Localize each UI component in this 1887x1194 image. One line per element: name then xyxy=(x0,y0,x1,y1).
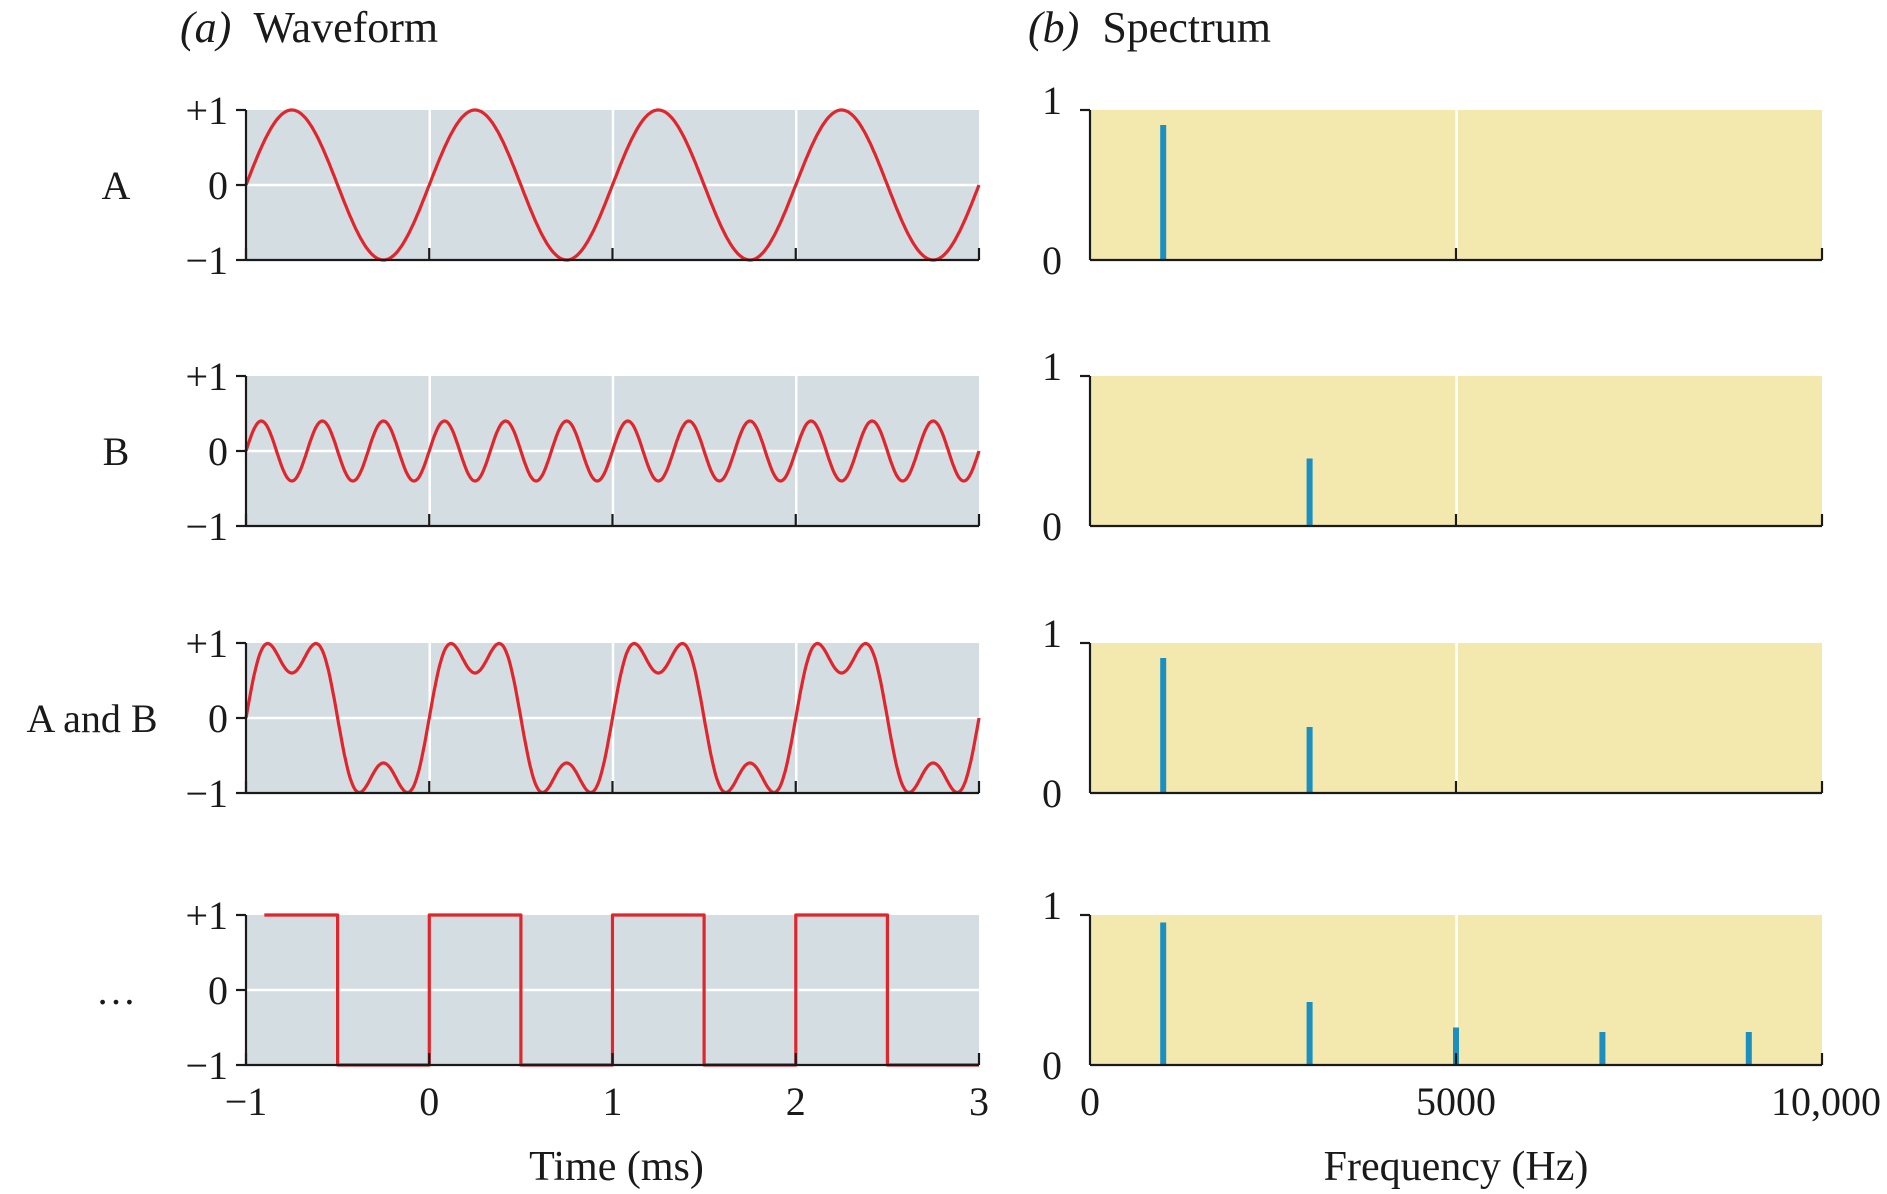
waveform-x-tick-label: 0 xyxy=(419,1079,439,1124)
waveform-x-tick-label: −1 xyxy=(225,1079,268,1124)
waveform-y-tick-label: 0 xyxy=(208,696,228,741)
waveform-y-tick-label: +1 xyxy=(185,621,228,666)
spectrum-y-tick-label: 0 xyxy=(1042,1043,1062,1088)
waveform-y-tick-label: 0 xyxy=(208,968,228,1013)
spectrum-y-tick-label: 0 xyxy=(1042,771,1062,816)
spectrum-y-tick-label: 0 xyxy=(1042,504,1062,549)
waveform-panel: −1 0 +1 A −1 0 +1 B −1 0 +1 A and B −1 0 +1 … −1 0 1 2 3 Time… xyxy=(26,88,989,1190)
waveform-line xyxy=(244,108,981,262)
waveform-row-label: A and B xyxy=(26,696,157,741)
waveform-x-tick-label: 1 xyxy=(603,1079,623,1124)
spectrum-y-tick-label: 1 xyxy=(1042,883,1062,928)
waveform-y-tick-label: +1 xyxy=(185,88,228,133)
waveform-y-tick-label: −1 xyxy=(185,771,228,816)
waveform-y-tick-label: −1 xyxy=(185,1043,228,1088)
spectrum-heading: (b) Spectrum xyxy=(1028,3,1271,52)
waveform-y-tick-label: +1 xyxy=(185,893,228,938)
spectrum-x-tick-label: 10,000 xyxy=(1771,1079,1881,1124)
waveform-row-label: … xyxy=(96,968,136,1013)
spectrum-heading-letter: (b) xyxy=(1028,3,1079,52)
waveform-row-label: A xyxy=(102,163,131,208)
spectrum-y-tick-label: 1 xyxy=(1042,344,1062,389)
waveform-heading: (a) Waveform xyxy=(180,3,438,52)
waveform-x-tick-label: 3 xyxy=(969,1079,989,1124)
waveform-heading-letter: (a) xyxy=(180,3,231,52)
waveform-x-axis-label: Time (ms) xyxy=(529,1144,704,1190)
spectrum-y-tick-label: 1 xyxy=(1042,78,1062,123)
waveform-row-label: B xyxy=(103,429,130,474)
spectrum-y-tick-label: 0 xyxy=(1042,238,1062,283)
waveform-heading-title: Waveform xyxy=(254,3,439,52)
waveform-y-tick-label: −1 xyxy=(185,504,228,549)
spectrum-y-tick-label: 1 xyxy=(1042,611,1062,656)
waveform-x-tick-label: 2 xyxy=(786,1079,806,1124)
spectrum-x-tick-label: 0 xyxy=(1080,1079,1100,1124)
waveform-line xyxy=(244,641,981,795)
spectrum-heading-title: Spectrum xyxy=(1102,3,1271,52)
spectrum-panel: 0 1 0 1 0 1 0 1 0 5000 10,000 Frequency (Hz) xyxy=(1042,78,1881,1190)
waveform-y-tick-label: 0 xyxy=(208,429,228,474)
waveform-y-tick-label: +1 xyxy=(185,354,228,399)
waveform-line xyxy=(244,419,981,483)
waveform-y-tick-label: 0 xyxy=(208,163,228,208)
spectrum-x-axis-label: Frequency (Hz) xyxy=(1324,1144,1589,1190)
spectrum-x-tick-label: 5000 xyxy=(1416,1079,1496,1124)
waveform-y-tick-label: −1 xyxy=(185,238,228,283)
